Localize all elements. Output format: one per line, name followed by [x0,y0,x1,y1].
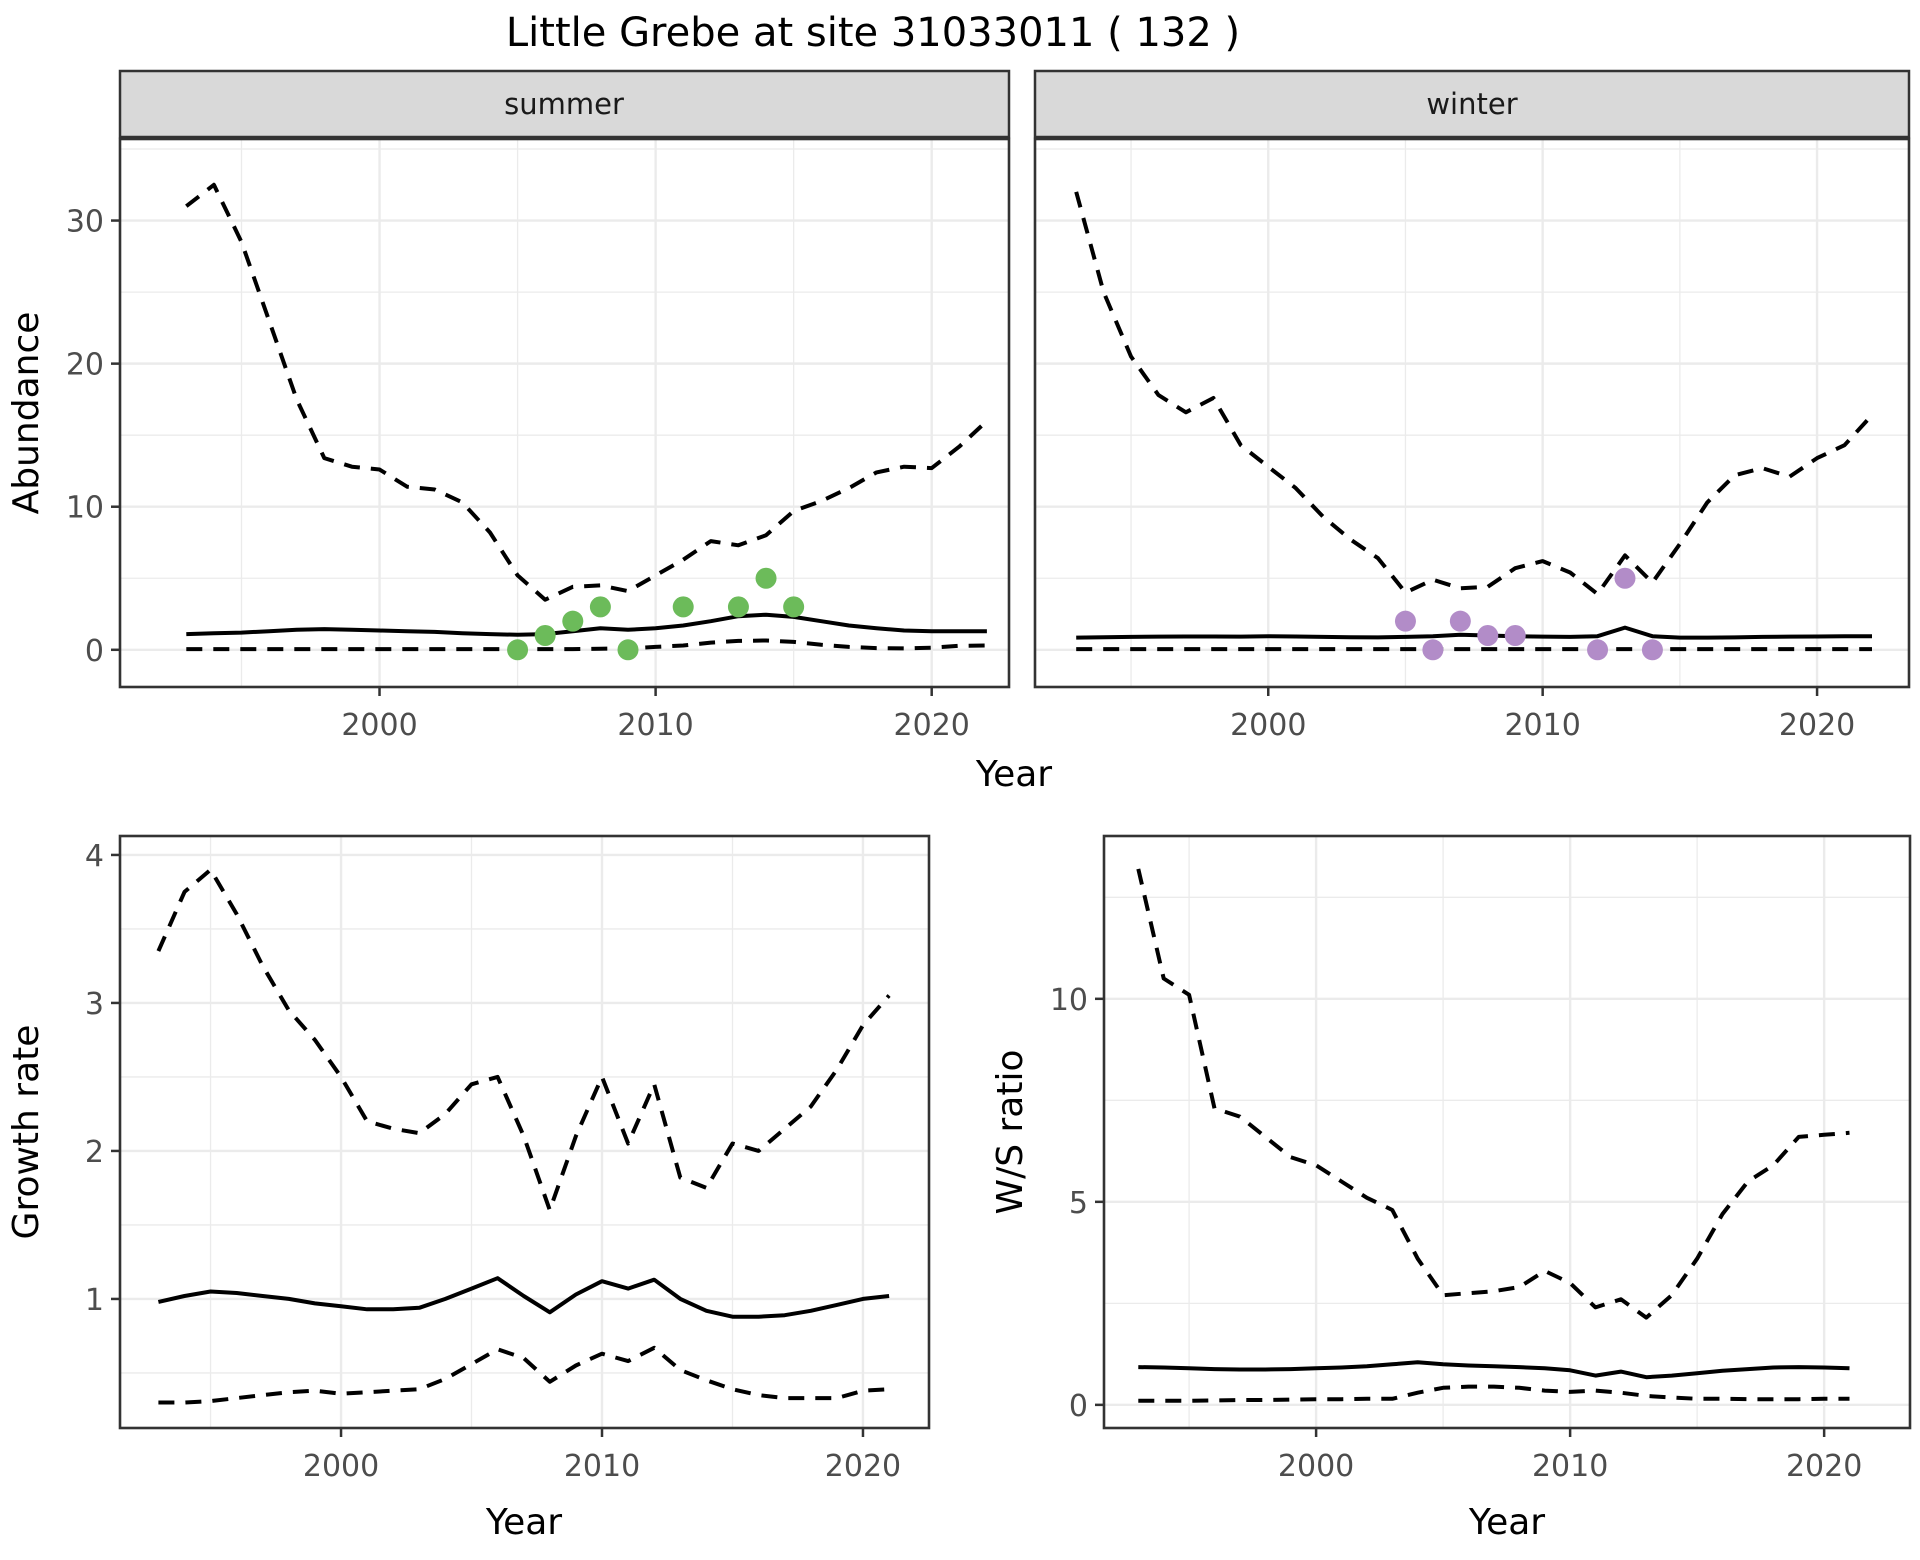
facet-strip-winter-bg [1033,69,1911,139]
facet-strip-summer-label: summer [504,87,624,121]
x-tick-label: 2000 [1278,1449,1354,1484]
abundance-winter-observed-count [1587,639,1609,661]
abundance-summer-observed-count [672,596,694,618]
abundance-summer-observed-count [562,610,584,632]
chart-title: Little Grebe at site 31033011 ( 132 ) [506,10,1240,56]
abundance-winter-estimate-line [1076,625,1872,640]
panel-border [118,137,1011,689]
abundance-winter-observed-count [1394,610,1416,632]
x-tick-label: 2010 [1532,1449,1608,1484]
x-axis-title-year-bottom-left: Year [485,1502,562,1543]
abundance-winter-observed-count [1422,639,1444,661]
x-axis-title-year-top: Year [975,754,1052,795]
abundance-summer-observed-count [507,639,529,661]
x-axis-title-year-bottom-right: Year [1468,1502,1545,1543]
abundance-summer-observed-count [783,596,805,618]
abundance-winter-observed-count [1504,624,1526,646]
y-tick-label: 20 [66,348,104,383]
facet-strip-summer-bg [118,69,1011,139]
panel-abundance-winter: 2000 2010 2020 [1033,137,1911,743]
y-axis-title-abundance: Abundance [6,312,47,515]
x-tick-label: 2010 [1504,708,1580,743]
x-tick-label: 2020 [1779,708,1855,743]
panel-growth-rate: 2000 2010 2020 1 2 3 4 [85,834,931,1484]
abundance-summer-estimate-line [186,612,987,637]
ws-ratio-lower_95ci-line [1138,1384,1850,1403]
y-tick-label: 0 [1069,1389,1088,1424]
abundance-summer-observed-count [617,639,639,661]
abundance-summer-observed-count [534,624,556,646]
x-tick-label: 2000 [303,1449,379,1484]
abundance-winter-observed-count [1614,567,1636,589]
y-axis-title-growth-rate: Growth rate [6,1025,47,1240]
panel-border [1033,137,1911,689]
growth-rate-estimate-line [157,1276,890,1319]
x-tick-label: 2020 [894,708,970,743]
x-tick-label: 2020 [825,1449,901,1484]
y-tick-label: 10 [66,491,104,526]
y-tick-label: 30 [66,205,104,240]
panel-ws-ratio: 2000 2010 2020 0 5 10 [1050,834,1912,1484]
abundance-summer-upper_95ci-line [185,182,989,602]
abundance-summer-observed-count [727,596,749,618]
x-tick-label: 2010 [564,1449,640,1484]
growth-rate-upper_95ci-line [156,867,891,1213]
x-tick-label: 2020 [1786,1449,1862,1484]
facet-strips: summer winter [118,69,1911,139]
y-tick-label: 10 [1050,983,1088,1018]
x-tick-label: 2000 [1230,708,1306,743]
abundance-summer-observed-count [755,567,777,589]
abundance-winter-observed-count [1477,624,1499,646]
panel-border [118,834,931,1430]
abundance-summer-lower_95ci-line [186,638,987,652]
y-tick-label: 0 [85,634,104,669]
abundance-summer-observed-count [589,596,611,618]
y-tick-label: 5 [1069,1186,1088,1221]
abundance-winter-observed-count [1641,639,1663,661]
y-tick-label: 1 [85,1283,104,1318]
facet-strip-summer: summer [118,69,1011,139]
ws-ratio-upper_95ci-line [1136,868,1850,1320]
panel-abundance-summer: 2000 2010 2020 0 10 20 30 [66,137,1011,743]
x-tick-label: 2010 [617,708,693,743]
y-axis-title-ws-ratio: W/S ratio [990,1049,1031,1214]
facet-strip-winter: winter [1033,69,1911,139]
facet-strip-winter-label: winter [1426,87,1517,121]
y-tick-label: 4 [85,839,104,874]
abundance-winter-upper_95ci-line [1074,191,1874,596]
ws-ratio-estimate-line [1138,1360,1850,1380]
abundance-winter-observed-count [1449,610,1471,632]
x-tick-label: 2000 [341,708,417,743]
y-tick-label: 2 [85,1135,104,1170]
y-tick-label: 3 [85,987,104,1022]
growth-rate-lower_95ci-line [158,1345,890,1405]
panel-border [1102,834,1912,1430]
